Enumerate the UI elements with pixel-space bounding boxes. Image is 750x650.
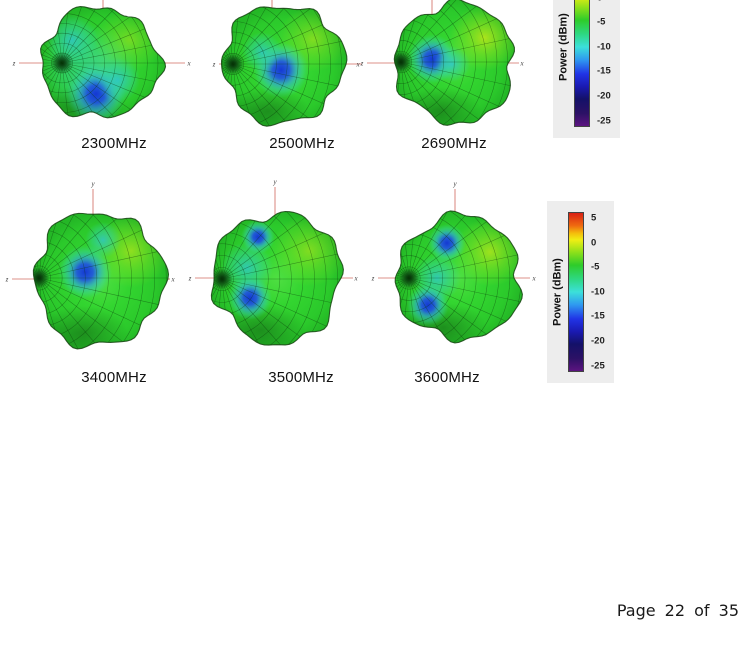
axis-label-x: x [170,276,175,284]
colorbar-tick: -25 [591,360,605,372]
axis-label-y: y [452,180,457,188]
colorbar-tick: 0 [591,237,597,249]
axis-label-z: z [12,60,16,68]
axis-label-x: x [531,275,536,283]
colorbar-tick: -20 [597,90,611,102]
frequency-label: 3400MHz [81,369,147,386]
colorbar-tick: -25 [597,115,611,127]
axis-label-z: z [371,275,375,283]
colorbar-gradient [574,0,590,127]
colorbar-tick: -15 [597,65,611,77]
frequency-label: 2500MHz [269,135,335,152]
axis-label-x: x [519,60,524,68]
colorbar-bottom-row: Power (dBm) 5 0 -5 -10 -15 -20 -25 [547,201,614,383]
colorbar-tick: -10 [591,286,605,298]
axis-label-z: z [360,60,364,68]
colorbar-top-row: Power (dBm) 50-5-10-15-20-25 [553,0,620,138]
colorbar-ticks: 5 0 -5 -10 -15 -20 -25 [547,201,614,383]
colorbar-tick: -5 [597,16,606,28]
colorbar-tick: -5 [591,261,600,273]
colorbar-tick: 5 [591,212,597,224]
colorbar-tick: -20 [591,335,605,347]
colorbar-tick: -10 [597,41,611,53]
axis-label-y: y [90,180,95,188]
colorbar-gradient [568,212,584,372]
axis-label-z: z [5,276,9,284]
axis-label-z: z [188,275,192,283]
axis-label-x: x [355,61,360,69]
axis-label-x: x [353,275,358,283]
frequency-label: 3600MHz [414,369,480,386]
colorbar-ticks: 50-5-10-15-20-25 [553,0,620,138]
page-number: Page 22 of 35 [616,601,739,620]
colorbar-tick: 0 [597,0,602,3]
axis-label-z: z [212,61,216,69]
frequency-label: 3500MHz [268,369,334,386]
colorbar-tick: -15 [591,310,605,322]
frequency-label: 2690MHz [421,135,487,152]
axis-label-x: x [186,60,191,68]
axis-label-y: y [272,178,277,186]
frequency-label: 2300MHz [81,135,147,152]
